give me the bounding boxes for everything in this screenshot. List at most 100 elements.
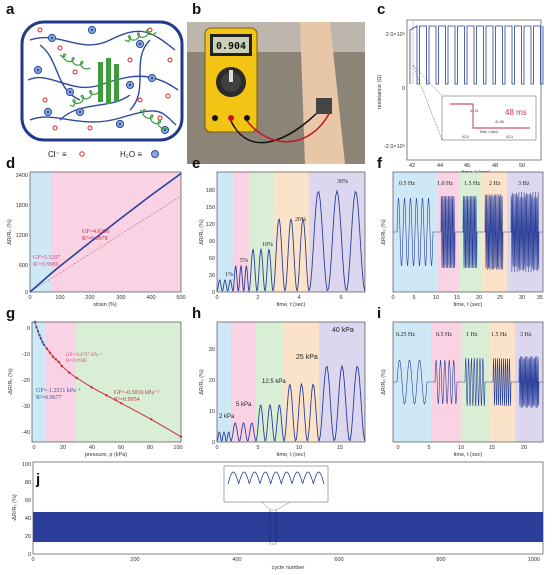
cl-ion (42, 97, 48, 103)
d-fit (29, 195, 182, 293)
j-xtick: 400 (232, 557, 241, 563)
e-ytick: 150 (206, 205, 215, 211)
d-ytick: 0 (25, 290, 28, 296)
cl-symbol (79, 151, 85, 157)
water-molecule-core (46, 110, 50, 114)
panel-h: h 2 kPa 5 kPa 12.5 kPa 25 kPa 40 kPa 0 1… (192, 305, 366, 458)
g-xlabel: pressure, p (kPa) (85, 452, 127, 458)
f-level-4: 2 Hz (489, 181, 501, 187)
g-point (35, 326, 38, 329)
panel-e-label: e (192, 155, 200, 172)
cl-ion (72, 69, 78, 75)
g-ytick: -20 (22, 378, 30, 384)
panel-d: d GF=4.6290 R²=0.9978 GF=5.3297 R²=0.998… (6, 155, 186, 308)
e-level-4: 20% (295, 217, 306, 223)
j-signal-band (33, 512, 543, 542)
g-ytick: -30 (22, 404, 30, 410)
e-xtick: 4 (297, 295, 300, 301)
panel-i: i 0.25 Hz 0.5 Hz 1 Hz 1.5 Hz 3 Hz 0 5 10… (377, 305, 544, 458)
probe-jack (228, 115, 234, 121)
j-xtick: 200 (130, 557, 139, 563)
band-4 (273, 172, 309, 292)
panel-d-label: d (6, 155, 15, 172)
g-band-pink (46, 322, 76, 442)
j-frame (32, 461, 544, 555)
g-point (150, 418, 153, 421)
f-level-5: 3 Hz (518, 181, 530, 187)
g-xtick: 100 (173, 445, 182, 451)
i-signal (393, 356, 543, 408)
g-xtick: 40 (89, 445, 95, 451)
band-3 (256, 322, 284, 442)
panel-f: f 0.5 Hz 1.0 Hz 1.5 Hz 2 Hz 3 Hz 0 5 10 … (377, 155, 544, 308)
j-ytick: 80 (25, 480, 31, 486)
inset-mark-1: 41.21 (470, 109, 479, 113)
j-xlabel: cycle number (272, 565, 305, 571)
water-molecule-core (138, 42, 142, 46)
e-level-5: 30% (337, 179, 348, 185)
c-xtick: 44 (437, 163, 443, 169)
helix (139, 109, 168, 130)
f-xtick: 30 (519, 295, 525, 301)
e-bands (217, 172, 365, 292)
f-xtick: 5 (412, 295, 415, 301)
g-point (105, 394, 108, 397)
water-molecule-core (118, 122, 122, 126)
ion-dots (33, 25, 173, 135)
d-xtick: 300 (116, 295, 125, 301)
zoom-lines (412, 64, 443, 141)
cl-ion (167, 57, 173, 63)
g-frame (31, 321, 182, 443)
h-xtick: 15 (337, 445, 343, 451)
g-point (75, 376, 78, 380)
h-signal (216, 364, 366, 443)
hydrogel-outline (20, 20, 184, 142)
panel-h-label: h (192, 305, 201, 322)
g-ann2-gf: GF=-0.4797 kPa⁻¹ (66, 352, 103, 358)
forearm (300, 22, 345, 164)
c-xtick: 48 (492, 163, 498, 169)
helix (69, 89, 100, 108)
f-signal (393, 191, 543, 273)
g-xtick: 80 (147, 445, 153, 451)
panel-g-label: g (6, 305, 15, 322)
panel-b: b 0.904 (187, 1, 365, 164)
f-xtick: 10 (433, 295, 439, 301)
g-ann1-gf: GF=-1.2511 kPa⁻¹ (36, 388, 81, 394)
i-level-1: 0.25 Hz (396, 332, 415, 338)
d-curve (29, 172, 182, 293)
j-ylabel: -ΔR/R₀ (%) (12, 494, 18, 522)
j-xtick: 0 (31, 557, 34, 563)
water-molecule-core (150, 76, 154, 80)
inset-mark-2: 41.96 (495, 120, 504, 124)
g-point (39, 337, 43, 340)
h-ylabel: ΔR/R₀ (%) (199, 369, 205, 395)
j-ytick: 40 (25, 516, 31, 522)
g-ytick: -40 (22, 430, 30, 436)
d-xtick: 0 (28, 295, 31, 301)
c-ylabel: resistance (Ω) (377, 75, 383, 110)
j-zoom-lines (261, 501, 291, 511)
h-xlabel: time, t (sec) (277, 452, 306, 458)
cl-ion (137, 97, 143, 103)
e-ytick: 120 (206, 222, 215, 228)
f-xtick: 20 (476, 295, 482, 301)
h-level-2: 5 kPa (236, 402, 252, 408)
g-ann2-r2: R²=0.9946 (66, 358, 87, 364)
g-point (179, 435, 183, 438)
cl-ion (87, 125, 93, 131)
inset-box (441, 95, 537, 141)
e-ytick: 90 (209, 239, 215, 245)
i-level-3: 1 Hz (466, 332, 478, 338)
d-band-blue (30, 172, 51, 292)
d-xtick: 100 (55, 295, 64, 301)
f-xtick: 15 (454, 295, 460, 301)
d-ytick: 600 (19, 263, 28, 269)
panel-a: a Cl⁻ ≡ H₂O ≡ (6, 1, 184, 159)
square-wave (409, 22, 544, 85)
legend-cl: Cl⁻ ≡ (48, 150, 67, 159)
e-xtick: 6 (339, 295, 342, 301)
g-ann3-gf: GF=-0.3016 kPa⁻¹ (114, 390, 159, 396)
